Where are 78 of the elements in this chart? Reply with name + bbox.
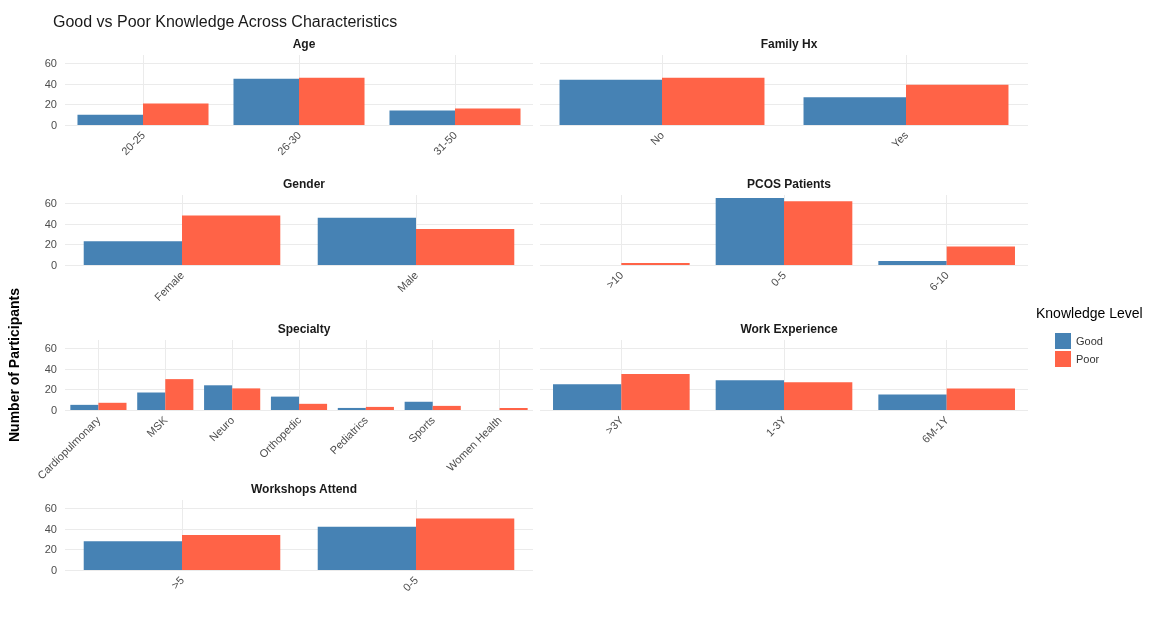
y-tick-label: 40: [44, 77, 57, 90]
bar: [317, 217, 416, 265]
x-tick-label: >10: [603, 268, 626, 291]
bar: [83, 541, 182, 570]
bar: [621, 373, 690, 410]
bar: [83, 241, 182, 265]
bar: [299, 77, 365, 125]
bar: [499, 407, 528, 410]
chart-subtitle: PCOS Patients: [746, 177, 832, 191]
bar: [553, 384, 622, 410]
chart-subtitle: Family Hx: [760, 37, 818, 51]
chart-subtitle: Gender: [282, 177, 326, 191]
y-tick-label: 60: [44, 197, 57, 210]
bar: [559, 79, 662, 125]
y-tick-label: 40: [44, 217, 57, 230]
chart-subtitle: Workshops Attend: [250, 482, 358, 496]
chart-subtitle: Specialty: [277, 322, 331, 336]
bar: [878, 394, 947, 410]
bar: [946, 388, 1015, 410]
bar: [784, 382, 853, 410]
legend-title: Knowledge Level: [1036, 305, 1143, 321]
x-tick-label: 0-5: [400, 573, 421, 594]
bar: [389, 110, 455, 125]
bar: [803, 97, 906, 125]
y-tick-label: 40: [44, 362, 57, 375]
chart-title: Good vs Poor Knowledge Across Characteristics: [53, 12, 398, 30]
y-tick-label: 60: [44, 342, 57, 355]
bar: [662, 77, 765, 125]
bar: [621, 262, 690, 265]
y-tick-label: 0: [50, 564, 57, 576]
x-tick-label: 0-5: [768, 268, 789, 289]
chart-subtitle: Age: [292, 37, 316, 51]
bar: [946, 246, 1015, 265]
bar: [70, 404, 99, 410]
x-tick-label: >3Y: [603, 413, 627, 437]
bar: [182, 535, 281, 570]
y-tick-label: 20: [44, 543, 57, 556]
y-tick-label: 0: [50, 259, 57, 271]
bar: [143, 103, 209, 125]
bar: [715, 198, 784, 265]
y-tick-label: 20: [44, 383, 57, 396]
bar: [906, 84, 1009, 125]
x-tick-label: >5: [168, 573, 187, 592]
bar: [204, 385, 233, 410]
bar: [365, 406, 394, 410]
x-tick-label: No: [647, 128, 667, 148]
legend-label: Good: [1076, 335, 1103, 347]
bar: [98, 402, 127, 410]
bar: [165, 379, 194, 410]
y-axis-title: Number of Participants: [6, 287, 22, 443]
bar: [270, 396, 299, 410]
bar: [416, 228, 515, 265]
y-tick-label: 40: [44, 522, 57, 535]
bar: [182, 215, 281, 265]
bar: [784, 201, 853, 265]
chart-subtitle: Work Experience: [740, 322, 838, 336]
x-tick-label: 6-10: [926, 268, 951, 293]
bar: [878, 260, 947, 265]
bar: [455, 108, 521, 125]
bar: [416, 518, 515, 570]
y-tick-label: 0: [50, 119, 57, 131]
bar: [233, 78, 299, 125]
bar: [337, 407, 366, 410]
bar: [432, 405, 461, 410]
x-tick-label: Yes: [889, 128, 911, 150]
bar: [715, 380, 784, 410]
y-tick-label: 0: [50, 404, 57, 416]
bar: [137, 392, 166, 410]
y-tick-label: 60: [44, 502, 57, 515]
bar: [77, 114, 143, 125]
y-tick-label: 20: [44, 238, 57, 251]
y-tick-label: 60: [44, 57, 57, 70]
bar: [317, 526, 416, 570]
legend-label: Poor: [1076, 353, 1100, 365]
bar: [404, 401, 433, 410]
bar: [232, 388, 261, 410]
y-tick-label: 20: [44, 98, 57, 111]
bar: [299, 403, 328, 410]
